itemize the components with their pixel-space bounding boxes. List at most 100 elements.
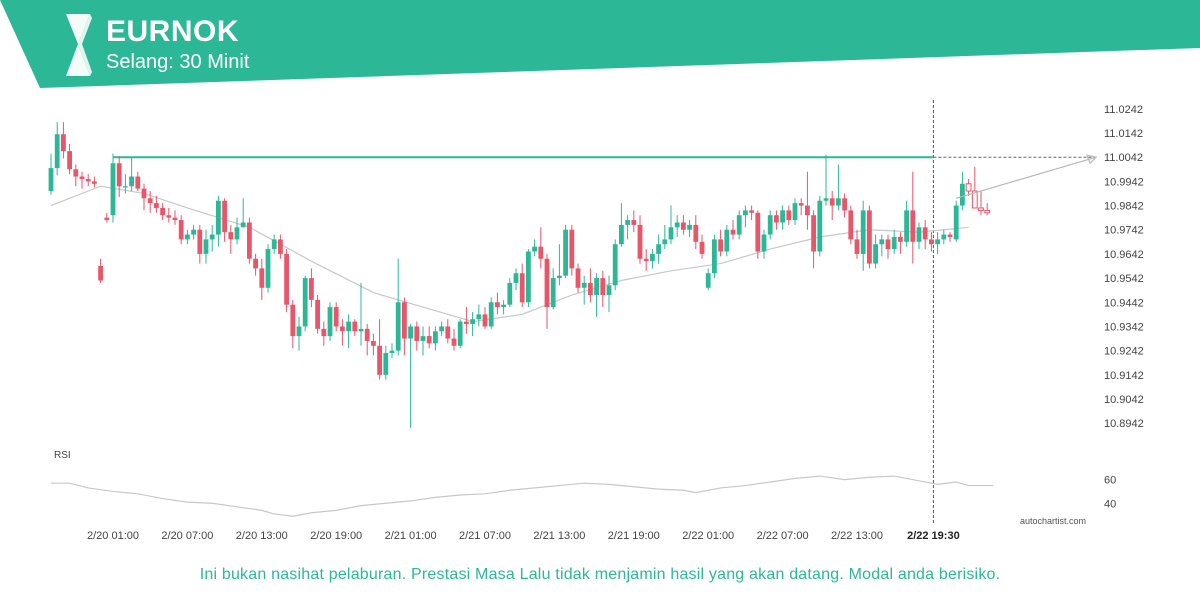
candle-down [135, 171, 141, 192]
price-tick-label: 10.9242 [1104, 346, 1144, 358]
time-tick-label: 2/22 07:00 [757, 530, 809, 542]
candle-body [687, 224, 692, 230]
price-tick-label: 10.9942 [1104, 176, 1144, 188]
watermark: autochartist.com [1020, 516, 1086, 526]
candle-down [922, 220, 928, 250]
candle-body [160, 207, 165, 216]
candle-up [457, 319, 463, 349]
candle-down [805, 171, 810, 230]
candle-up [557, 244, 562, 286]
candle-up [581, 275, 587, 305]
candle-down [290, 299, 296, 349]
candle-down [371, 333, 376, 356]
candle-body [929, 239, 934, 245]
forecast-line [956, 156, 1097, 199]
candle-up [960, 171, 965, 211]
candle-body [532, 246, 537, 252]
candle-body [612, 244, 618, 286]
candle-body [650, 253, 655, 262]
candle-down [116, 155, 122, 198]
candle-body [315, 299, 320, 329]
candle-down [259, 258, 265, 300]
candle-body [129, 176, 134, 187]
candle-body [619, 224, 624, 245]
candle-up [953, 200, 959, 242]
candle-down [978, 191, 984, 216]
candle-up [420, 326, 426, 356]
candle-down [98, 258, 103, 283]
candle-body [860, 210, 866, 254]
candle-down [197, 224, 203, 264]
rsi-label: RSI [54, 450, 71, 461]
candle-down [364, 324, 370, 356]
candle-up [265, 244, 271, 293]
candle-up [705, 268, 711, 291]
candle-down [910, 171, 916, 264]
candle-up [185, 229, 190, 245]
candle-up [389, 343, 395, 358]
price-tick-label: 11.0042 [1104, 152, 1143, 164]
candle-up [346, 314, 351, 349]
price-tick-label: 10.9542 [1104, 273, 1144, 285]
price-tick-label: 10.9342 [1104, 321, 1144, 333]
candle-body [718, 239, 723, 252]
candle-body [557, 275, 562, 279]
time-tick-label: 2/22 01:00 [682, 530, 734, 542]
candle-body [457, 321, 463, 346]
candle-down [842, 193, 847, 218]
candle-up [904, 200, 909, 247]
candle-body [712, 239, 717, 274]
candle-body [439, 326, 444, 332]
candle-down [141, 183, 147, 211]
candle-body [327, 307, 333, 337]
forecast-layer [956, 154, 1098, 199]
candle-down [569, 224, 575, 276]
candle-up [761, 229, 767, 259]
candle-down [786, 205, 792, 225]
candle-up [736, 210, 742, 240]
candle-body [253, 258, 258, 269]
candle-body [736, 215, 742, 235]
candle-up [662, 224, 668, 250]
candle-body [333, 307, 339, 327]
candle-down [718, 229, 723, 257]
candle-down [544, 253, 550, 329]
candle-body [600, 278, 606, 296]
candle-body [836, 198, 841, 206]
candle-body [278, 239, 283, 254]
candle-body [185, 234, 190, 240]
candle-up [668, 205, 674, 245]
candle-body [228, 232, 234, 240]
candle-body [668, 227, 674, 240]
candle-body [749, 210, 754, 213]
candle-body [854, 239, 860, 254]
candle-down [947, 232, 953, 242]
time-axis: 2/20 01:00 2/20 07:00 2/20 13:00 2/20 19:00… [87, 530, 960, 542]
candle-body [581, 282, 587, 288]
candle-up [625, 215, 630, 240]
candle-body [743, 210, 748, 216]
candle-body [811, 215, 816, 252]
candle-body [848, 210, 854, 240]
candle-body [550, 278, 556, 308]
candle-body [464, 321, 469, 325]
current-time-label: 2/22 19:30 [907, 530, 960, 542]
candle-down [321, 321, 327, 346]
candle-body [935, 239, 940, 245]
price-tick-label: 11.0242 [1104, 104, 1143, 116]
candle-down [67, 143, 72, 175]
candle-body [965, 183, 972, 192]
candle-down [600, 270, 606, 308]
candle-down [154, 195, 159, 213]
candle-up [507, 278, 513, 308]
candle-body [141, 188, 147, 199]
candle-body [445, 326, 451, 339]
candle-down [278, 234, 283, 259]
candle-body [92, 181, 97, 184]
candle-body [135, 176, 141, 189]
candle-up [941, 229, 947, 245]
candle-up [123, 174, 128, 194]
candle-down [309, 268, 314, 308]
candle-body [209, 234, 215, 240]
candle-body [377, 345, 382, 375]
